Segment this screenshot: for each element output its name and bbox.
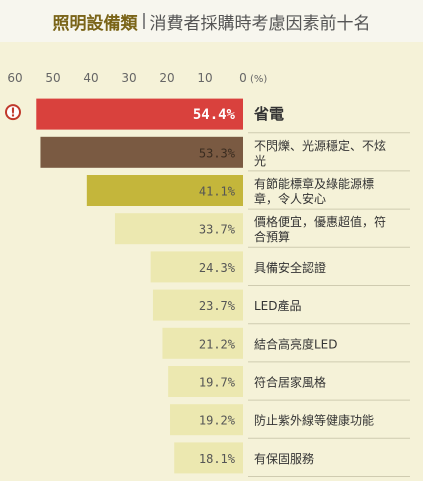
title-divider: [142, 13, 145, 29]
bar-value-label: 53.3%: [199, 146, 236, 160]
bar-value-label: 21.2%: [199, 337, 236, 351]
bar: [150, 251, 243, 283]
x-tick-label: 40: [83, 71, 98, 85]
category-label: LED產品: [254, 298, 302, 313]
bar-value-label: 19.7%: [199, 376, 236, 390]
category-label: 省電: [253, 105, 284, 123]
x-tick-label: 30: [121, 71, 136, 85]
x-tick-label: 0: [239, 71, 247, 85]
bar: [174, 442, 243, 474]
bar: [86, 175, 243, 206]
category-label: 有保固服務: [254, 452, 314, 466]
category-label: 具備安全認證: [254, 260, 326, 275]
bar: [168, 366, 243, 397]
bar-value-label: 41.1%: [199, 185, 236, 199]
bar-value-label: 24.3%: [199, 261, 236, 275]
category-label: 有節能標章及綠能源標: [254, 176, 374, 191]
chart-title: 消費者採購時考慮因素前十名: [149, 13, 371, 34]
bar-value-label: 23.7%: [199, 299, 236, 313]
bar-chart: 60 50 40 30 20 10 0 (%)! 54.4% 省電 53.3% 不閃爍、光源穩定、不炫…: [5, 71, 410, 477]
bar-value-label: 33.7%: [199, 223, 236, 237]
chart-category: 照明設備類: [52, 13, 138, 34]
chart-panel: 60 50 40 30 20 10 0 (%)! 54.4% 省電 53.3% 不閃爍、光源穩定、不炫…: [0, 42, 423, 481]
bar: [162, 327, 243, 359]
category-label: 價格便宜，優惠超值，符: [254, 214, 386, 229]
bar: [36, 98, 243, 130]
x-tick-label: 60: [7, 71, 22, 85]
exclamation-circle-icon: [5, 104, 21, 121]
bar: [40, 136, 244, 168]
category-label: 合預算: [254, 229, 290, 244]
bar: [114, 213, 243, 245]
chart-header: 照明設備類 消費者採購時考慮因素前十名: [0, 0, 423, 42]
category-label: 光: [254, 154, 266, 168]
category-label: 章，令人安心: [254, 191, 326, 206]
x-tick-label: 20: [159, 71, 174, 85]
bar-value-label: 18.1%: [199, 452, 236, 466]
exclamation-mark-glyph: !: [10, 106, 15, 120]
axis-unit-label: (%): [250, 74, 267, 85]
bar: [170, 404, 243, 436]
category-label: 結合高亮度LED: [254, 336, 338, 351]
category-label: 不閃爍、光源穩定、不炫: [254, 138, 386, 153]
bar-value-label: 54.4%: [193, 107, 236, 123]
bar-value-label: 19.2%: [199, 414, 236, 428]
x-tick-label: 50: [45, 71, 60, 85]
category-label: 防止紫外線等健康功能: [254, 413, 374, 428]
bar: [152, 289, 243, 321]
x-tick-label: 10: [197, 71, 212, 85]
category-label: 符合居家風格: [254, 375, 326, 390]
